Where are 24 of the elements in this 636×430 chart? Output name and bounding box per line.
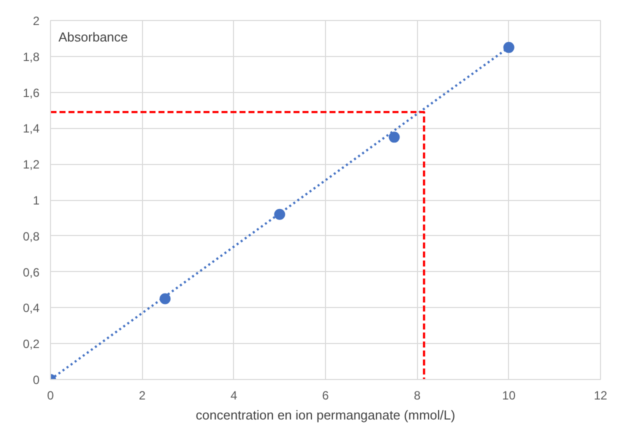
- y-tick-label: 1,4: [22, 122, 40, 136]
- y-tick-label: 1,6: [22, 86, 40, 100]
- y-tick-label: 0,4: [22, 301, 40, 316]
- point: [274, 208, 286, 220]
- y-tick-label: 0,8: [22, 229, 40, 244]
- point: [503, 42, 514, 53]
- point: [388, 132, 400, 143]
- x-tick-label: 12: [594, 388, 608, 402]
- x-tick-label: 10: [502, 388, 516, 402]
- y-tick-label: 0,6: [22, 265, 40, 280]
- x-tick-label: 2: [138, 388, 146, 402]
- x-tick-label: 8: [414, 388, 421, 402]
- x-tick-label: 0: [47, 388, 54, 402]
- y-tick-label: 1,2: [22, 158, 40, 172]
- y-axis-title: Absorbance: [58, 30, 128, 44]
- x-tick-label: 4: [230, 388, 238, 402]
- y-tick-label: 0: [32, 373, 40, 387]
- x-tick-label: 6: [322, 388, 330, 402]
- y-tick-label: 0,2: [22, 337, 40, 352]
- x-axis-title: concentration en ion permanganate (mmol/L): [196, 408, 456, 422]
- y-tick-label: 2: [32, 14, 40, 28]
- y-tick-label: 1,8: [22, 50, 40, 64]
- y-tick-label: 1: [32, 194, 40, 208]
- point: [160, 293, 171, 304]
